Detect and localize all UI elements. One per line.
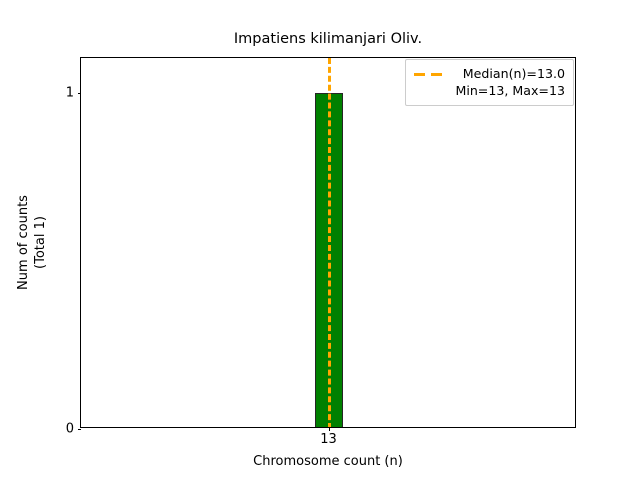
legend-label-line-1: Median(n)=13.0 xyxy=(462,66,565,81)
chart-legend: Median(n)=13.0 Min=13, Max=13 xyxy=(405,59,574,106)
legend-label-line-2: Min=13, Max=13 xyxy=(455,82,565,98)
plot-area xyxy=(81,58,575,427)
x-axis-label: Chromosome count (n) xyxy=(253,454,403,469)
y-axis-label-line-1: Num of counts xyxy=(16,195,31,290)
plot-axes: 0 1 13 Median(n)=13.0 Min=13, Max=13 xyxy=(66,57,576,447)
y-axis-label: Num of counts (Total 1) xyxy=(0,57,64,428)
median-line xyxy=(327,58,331,427)
legend-dashed-line-swatch xyxy=(413,66,447,83)
y-axis-label-line-2: (Total 1) xyxy=(33,216,48,269)
ytick-mark-0 xyxy=(77,429,81,431)
xtick-mark-13 xyxy=(328,427,330,431)
legend-entry-median: Median(n)=13.0 Min=13, Max=13 xyxy=(455,66,565,99)
ytick-label-1: 1 xyxy=(65,85,74,101)
chart-title: Impatiens kilimanjari Oliv. xyxy=(233,31,423,47)
ytick-mark-1 xyxy=(77,93,81,95)
xtick-label-13: 13 xyxy=(320,432,337,447)
ytick-label-0: 0 xyxy=(65,421,74,437)
